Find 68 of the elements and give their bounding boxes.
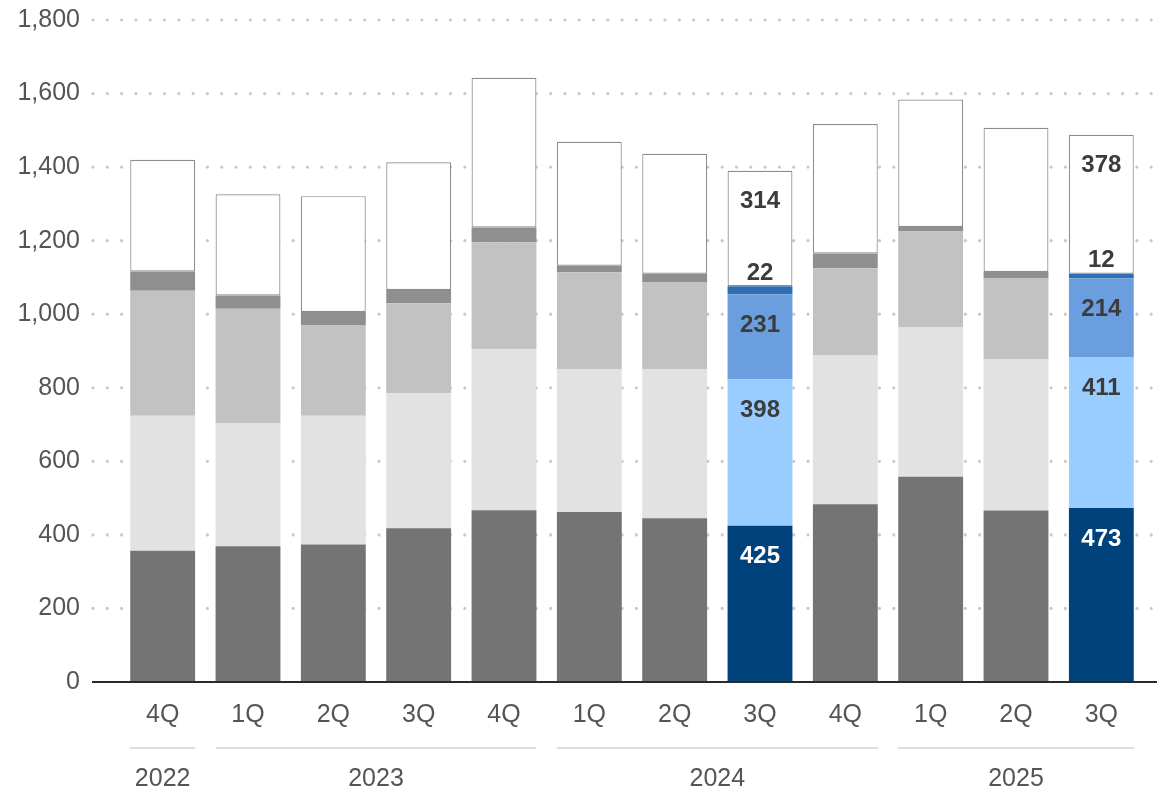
x-tick-label: 2Q	[316, 698, 351, 727]
bar	[1068, 508, 1134, 682]
y-tick-label: 400	[38, 518, 80, 547]
bar	[386, 393, 452, 529]
text: 2024	[689, 762, 746, 791]
x-tick-label: 1Q	[572, 698, 607, 727]
data-label: 22	[746, 257, 774, 285]
bar	[812, 504, 878, 682]
data-label: 473	[1081, 523, 1122, 551]
y-tick-label: 600	[38, 445, 80, 474]
x-tick-label: 4Q	[145, 698, 180, 727]
bar	[471, 349, 537, 511]
x-tick-label: 4Q	[828, 698, 863, 727]
y-tick-label: 1,400	[17, 151, 80, 179]
bar	[642, 369, 708, 519]
bar	[727, 294, 793, 380]
bar	[727, 525, 793, 682]
x-tick-label: 1Q	[913, 698, 948, 727]
text: 2022	[134, 762, 191, 791]
bar	[215, 423, 281, 547]
x-tick-label: 3Q	[743, 698, 777, 727]
x-tick-label: 4Q	[487, 698, 521, 727]
bar	[898, 327, 964, 477]
bar	[983, 278, 1049, 360]
bar	[215, 546, 281, 682]
bar	[300, 544, 366, 682]
y-tick-label: 0	[66, 665, 80, 694]
data-label: 214	[1081, 293, 1123, 321]
y-tick-label: 800	[38, 371, 80, 400]
x-tick-label: 3Q	[1084, 698, 1119, 727]
y-tick-label: 1,000	[17, 298, 80, 327]
bar	[983, 359, 1049, 511]
data-label: 378	[1081, 150, 1122, 178]
bar	[300, 415, 366, 545]
x-tick-label: 2Q	[999, 698, 1033, 727]
data-label: 398	[739, 394, 781, 422]
bar	[727, 286, 793, 295]
y-tick-label: 1,600	[17, 77, 80, 106]
y-tick-label: 1,200	[17, 224, 80, 253]
x-tick-label: 2Q	[657, 698, 692, 727]
bar	[386, 528, 452, 682]
bar	[556, 369, 622, 513]
y-tick-label: 200	[38, 592, 80, 621]
bar	[130, 550, 196, 682]
bar	[215, 308, 281, 424]
text: 2023	[348, 762, 404, 791]
x-tick-label: 1Q	[231, 698, 265, 727]
bar	[1068, 273, 1134, 279]
bar	[130, 415, 196, 551]
bar	[812, 355, 878, 505]
bar	[300, 324, 366, 416]
data-label: 231	[739, 309, 781, 337]
bar	[1068, 356, 1134, 509]
bar	[642, 518, 708, 682]
data-label: 12	[1087, 245, 1115, 273]
text: 2025	[988, 762, 1044, 791]
bar	[1068, 278, 1134, 357]
bar	[556, 512, 622, 682]
bar	[727, 379, 793, 526]
bar	[983, 510, 1049, 682]
data-label: 425	[739, 541, 781, 569]
bar	[471, 510, 537, 682]
data-label: 314	[739, 186, 781, 214]
bar	[898, 476, 964, 682]
bar	[130, 290, 196, 416]
x-tick-label: 3Q	[401, 698, 436, 727]
data-label: 411	[1081, 372, 1121, 400]
y-tick-label: 1,800	[17, 3, 80, 32]
